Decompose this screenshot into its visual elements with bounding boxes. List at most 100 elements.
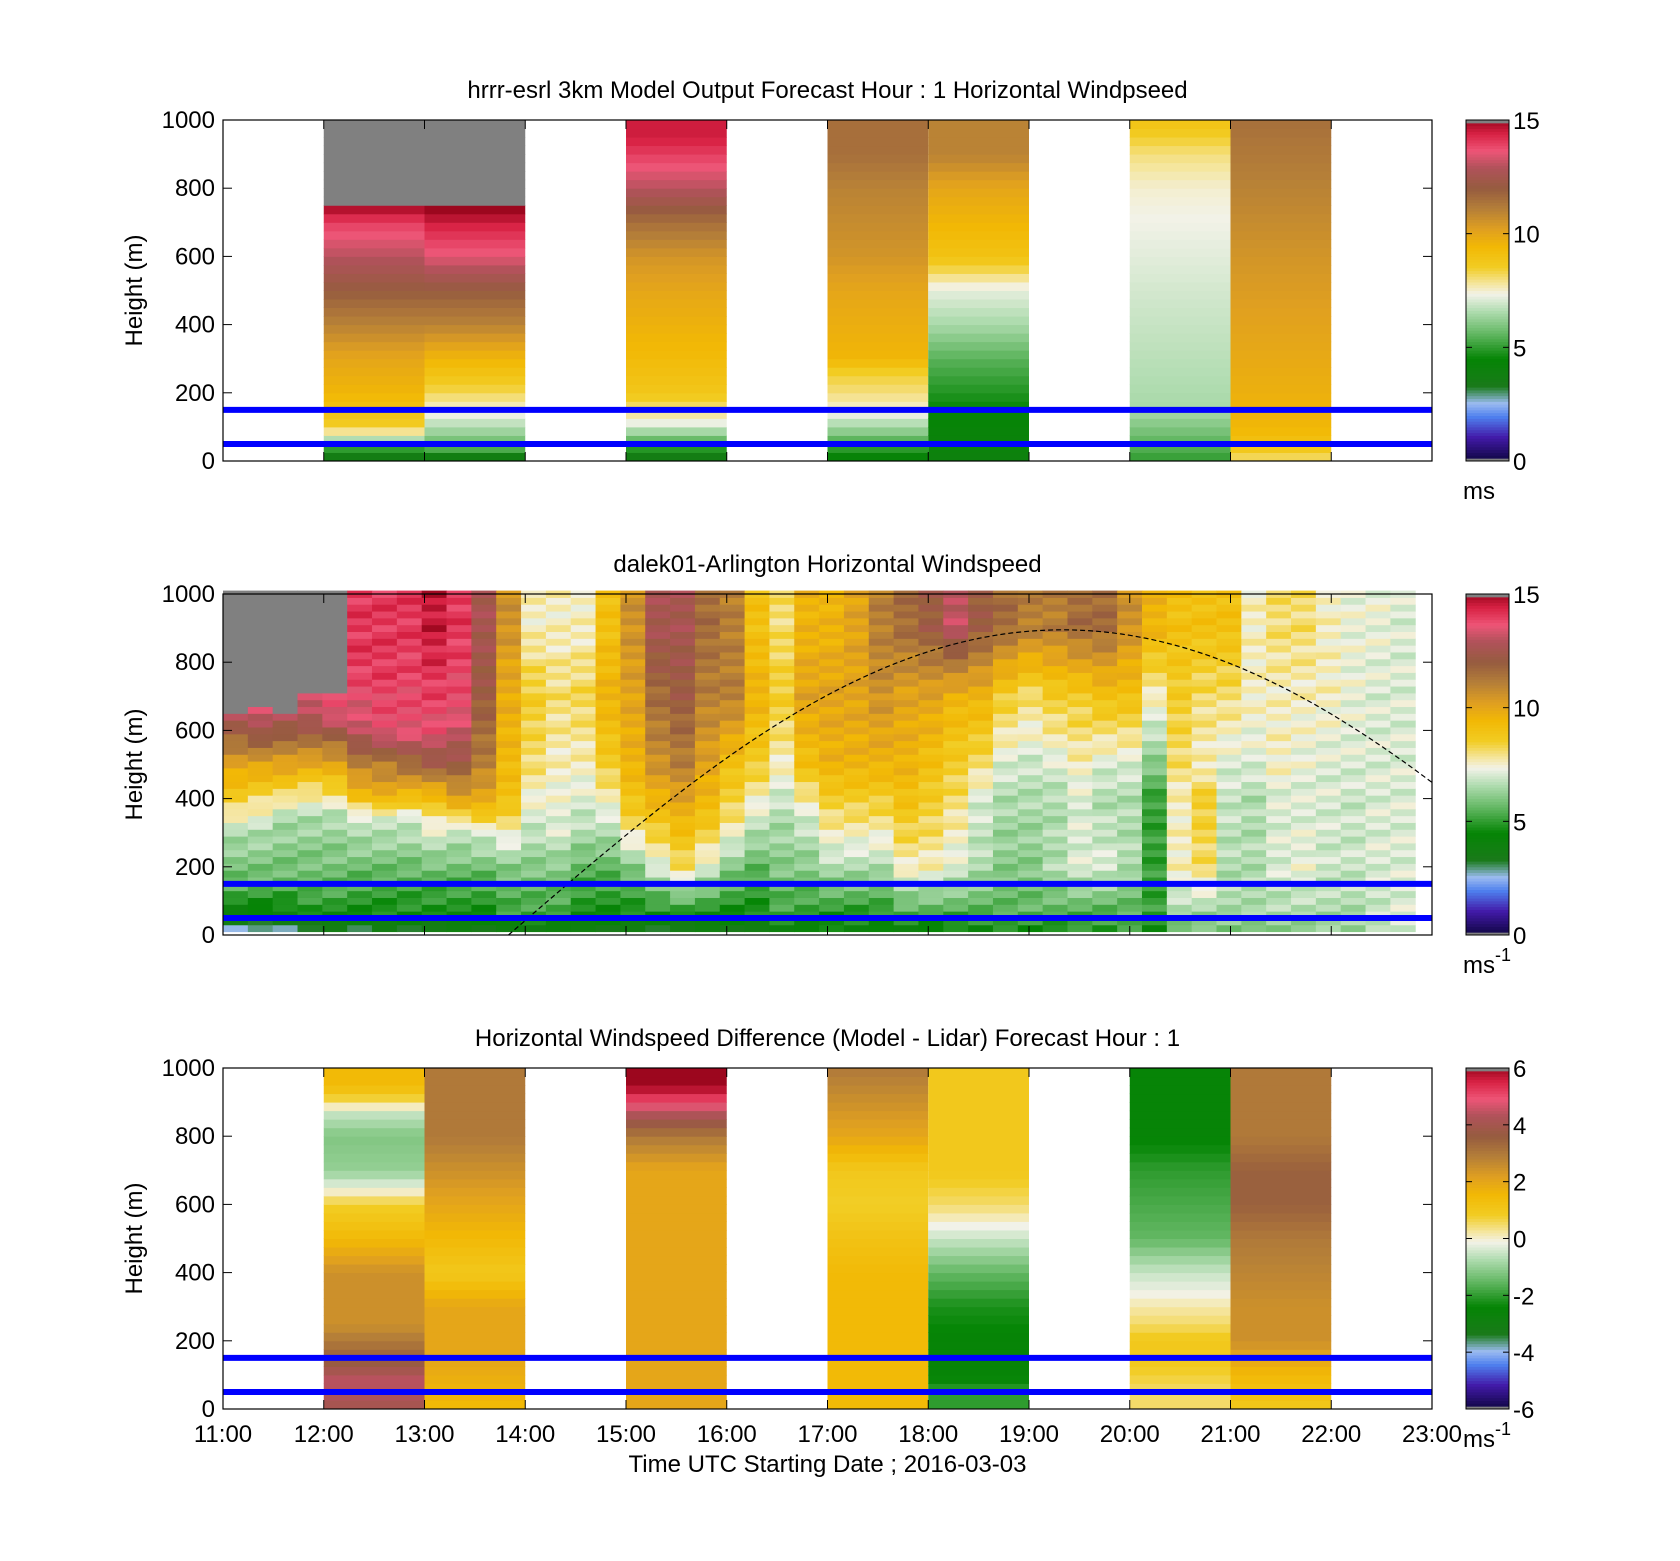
heat-cell xyxy=(1042,890,1068,898)
heat-cell xyxy=(1230,435,1332,445)
heat-cell xyxy=(272,747,299,755)
heat-cell xyxy=(1230,1289,1332,1299)
heat-cell xyxy=(424,333,526,343)
heat-cell xyxy=(620,658,646,667)
heat-cell xyxy=(744,651,770,660)
heat-cell xyxy=(347,665,373,673)
colorbar-segment xyxy=(1466,690,1509,694)
heat-cell xyxy=(1042,706,1068,714)
colorbar-segment xyxy=(1466,1303,1509,1308)
heat-cell xyxy=(272,726,299,735)
heat-cell xyxy=(323,350,425,360)
heat-cell xyxy=(1141,706,1168,714)
heat-cell xyxy=(1230,341,1332,351)
colorbar-segment xyxy=(1466,758,1509,763)
heat-cell xyxy=(322,808,348,817)
heat-cell xyxy=(968,597,994,605)
heat-cell xyxy=(1340,802,1367,810)
heat-cell xyxy=(626,1289,727,1299)
colorbar-segment xyxy=(1466,1380,1509,1384)
heat-cell xyxy=(545,897,572,905)
heat-cell xyxy=(1191,767,1218,776)
heat-cell xyxy=(1315,808,1342,817)
heat-cell xyxy=(1230,1195,1332,1205)
heat-cell xyxy=(496,699,522,708)
colorbar-segment xyxy=(1466,148,1509,152)
heat-cell xyxy=(1166,788,1193,796)
heat-cell xyxy=(1166,726,1193,735)
heat-cell xyxy=(372,870,398,878)
colorbar-segment xyxy=(1466,909,1509,913)
heat-cell xyxy=(421,631,448,639)
heat-cell xyxy=(595,795,621,803)
heat-cell xyxy=(521,699,547,708)
heat-cell xyxy=(670,761,696,769)
heat-cell xyxy=(645,672,671,680)
heat-cell xyxy=(570,713,597,721)
heat-cell xyxy=(322,870,348,878)
heat-cell xyxy=(1266,597,1292,605)
heat-cell xyxy=(893,617,919,626)
heat-cell xyxy=(545,863,572,871)
heat-cell xyxy=(819,658,845,667)
heat-cell xyxy=(1390,686,1416,694)
heat-cell xyxy=(421,856,448,864)
heat-cell xyxy=(626,375,727,385)
heat-cell xyxy=(424,409,526,419)
heat-cell xyxy=(471,808,497,817)
heat-cell xyxy=(471,815,497,823)
heat-cell xyxy=(620,877,646,885)
heat-cell xyxy=(1117,699,1143,708)
heat-cell xyxy=(827,1289,929,1299)
heat-cell xyxy=(496,774,522,783)
heat-cell xyxy=(1340,706,1367,714)
heat-cell xyxy=(323,1204,425,1214)
panel-title: dalek01-Arlington Horizontal Windspeed xyxy=(613,551,1041,578)
heat-cell xyxy=(645,631,671,639)
heat-cell xyxy=(521,713,547,721)
heat-cell xyxy=(928,1272,1029,1282)
heat-cell xyxy=(744,638,770,646)
heat-cell xyxy=(819,665,845,673)
heat-cell xyxy=(670,802,696,810)
heat-cell xyxy=(719,706,746,714)
heat-cell xyxy=(372,877,398,885)
heat-cell xyxy=(1340,897,1367,905)
heat-cell xyxy=(827,392,929,402)
heat-cell xyxy=(272,713,299,721)
heat-cell xyxy=(323,281,425,291)
heat-cell xyxy=(620,836,646,844)
x-tick-label: 23:00 xyxy=(1402,1421,1462,1448)
heat-cell xyxy=(1166,679,1193,687)
colorbar-segment xyxy=(1466,236,1509,240)
heat-cell xyxy=(223,917,249,926)
heat-cell xyxy=(297,877,323,885)
heat-cell xyxy=(893,740,919,748)
heat-cell xyxy=(1092,822,1118,830)
heat-cell xyxy=(272,870,299,878)
heat-cell xyxy=(694,740,721,748)
heatmap-cells xyxy=(323,1068,1332,1410)
heat-cell xyxy=(1291,658,1317,667)
heat-cell xyxy=(322,611,348,619)
heat-cell xyxy=(1241,802,1267,810)
heat-cell xyxy=(396,890,423,898)
heat-cell xyxy=(1390,713,1416,721)
heat-cell xyxy=(893,767,919,776)
heat-cell xyxy=(719,890,746,898)
colorbar-segment xyxy=(1466,1178,1509,1183)
heat-cell xyxy=(1092,692,1118,701)
heat-cell xyxy=(1216,665,1242,673)
heat-cell xyxy=(347,726,373,735)
heat-cell xyxy=(968,651,994,660)
heat-cell xyxy=(322,686,348,694)
heat-cell xyxy=(1191,822,1218,830)
colorbar-segment xyxy=(1466,389,1509,394)
heat-cell xyxy=(1117,877,1143,885)
heat-cell xyxy=(396,761,423,769)
heat-cell xyxy=(496,788,522,796)
colorbar-segment xyxy=(1466,1099,1509,1103)
colorbar-segment xyxy=(1466,358,1509,363)
heat-cell xyxy=(928,1221,1029,1231)
heat-cell xyxy=(396,897,423,905)
